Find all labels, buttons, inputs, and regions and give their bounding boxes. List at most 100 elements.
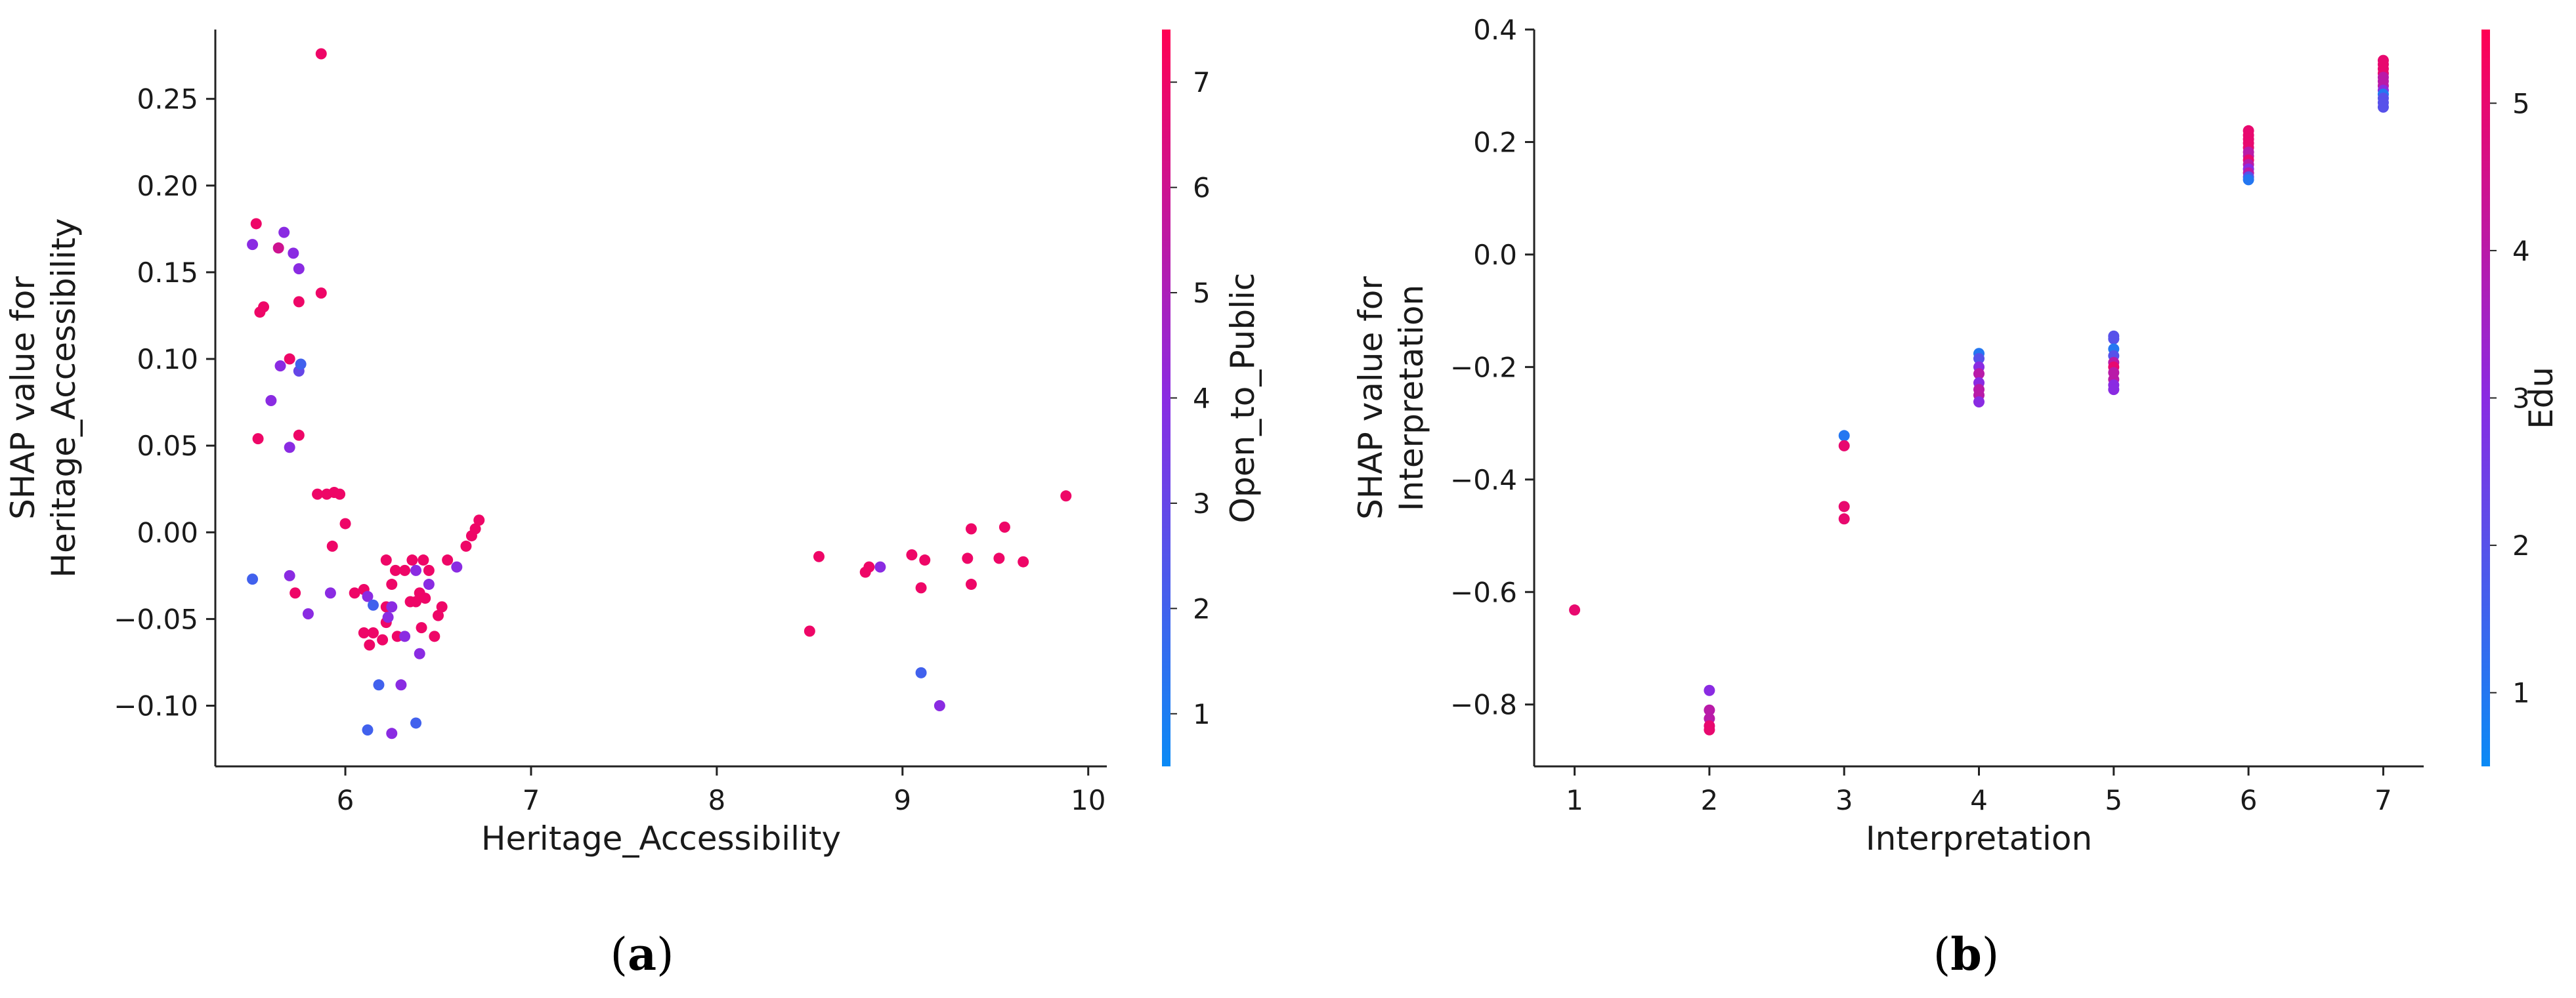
y-axis-title-line: Heritage_Accessibility [45,218,83,577]
data-point [247,573,259,585]
data-point [436,601,448,613]
x-tick-label: 7 [523,784,540,816]
data-point [295,358,307,370]
data-point [433,610,444,621]
data-point [284,570,295,581]
data-point [1973,368,1985,380]
data-point [934,700,945,712]
data-point [284,442,295,453]
x-tick-label: 9 [893,784,911,816]
data-point [1973,396,1985,408]
data-point [293,296,305,308]
panel-label-close: ) [656,929,674,981]
data-point [278,226,290,238]
data-point [1060,490,1072,502]
data-point [406,554,418,566]
x-tick-label: 6 [337,784,354,816]
y-tick-label: 0.0 [1473,239,1517,271]
data-point [367,599,379,611]
data-point [377,634,389,646]
data-point [469,523,481,535]
data-point [362,724,374,736]
colorbar [2481,30,2490,766]
data-point [813,551,825,562]
y-tick-label: 0.15 [137,257,198,289]
data-point [312,488,324,500]
data-point [874,561,886,573]
y-tick-label: 0.10 [137,343,198,375]
data-point [247,239,259,251]
colorbar-title: Edu [2522,367,2560,429]
data-point [423,564,435,576]
x-tick-label: 2 [1701,784,1719,816]
x-tick-label: 6 [2240,784,2258,816]
y-axis-title-line: SHAP value for [4,276,42,520]
y-tick-label: 0.2 [1473,126,1517,158]
panel-label: (b) [1933,928,2000,981]
data-point [965,579,977,591]
x-tick-label: 10 [1071,784,1106,816]
data-point [919,554,931,566]
colorbar-tick-label: 6 [1193,172,1211,204]
data-point [965,523,977,535]
colorbar-tick-label: 2 [2512,530,2530,562]
colorbar-tick-label: 7 [1193,66,1211,98]
x-tick-label: 4 [1970,784,1988,816]
colorbar-tick-label: 5 [2512,87,2530,119]
panel-label-open: ( [610,929,628,981]
y-tick-label: 0.05 [137,430,198,462]
y-tick-label: −0.10 [114,690,198,722]
x-tick-label: 1 [1566,784,1583,816]
y-tick-label: −0.2 [1450,351,1517,383]
data-point [2108,384,2120,396]
data-point [423,579,435,591]
data-point [1704,704,1715,716]
data-point [258,301,270,313]
data-point [863,561,875,573]
data-point [410,717,422,729]
data-point [250,218,262,230]
colorbar-tick-label: 3 [2512,383,2530,415]
y-axis-title-line: SHAP value for [1352,276,1390,520]
data-point [418,554,429,566]
data-point [410,564,422,576]
data-point [410,596,422,608]
data-point [429,631,440,642]
data-point [399,564,411,576]
panel-label-letter: a [628,928,656,981]
data-point [290,587,301,599]
data-point [395,679,407,691]
data-point [2108,333,2120,344]
data-point [2243,174,2254,186]
panel-label-close: ) [1982,929,2000,981]
data-point [1569,604,1581,616]
data-point [906,549,918,561]
data-point [349,587,360,599]
data-point [962,552,974,564]
y-axis-title: SHAP value forHeritage_Accessibility [4,218,83,577]
data-point [416,622,427,634]
data-point [473,514,485,526]
data-point [373,679,385,691]
data-point [419,593,431,604]
data-point [915,582,927,594]
data-point [367,627,379,639]
colorbar-tick-label: 4 [1193,383,1211,415]
y-axis-title: SHAP value forInterpretation [1352,276,1430,520]
data-point [386,601,398,613]
colorbar-tick-label: 1 [2512,677,2530,709]
data-point [2377,101,2389,113]
y-tick-label: 0.25 [137,83,198,115]
colorbar-title: Open_to_Public [1224,273,1262,524]
data-point [1838,440,1850,451]
y-tick-label: 0.4 [1473,14,1517,46]
panel-label-open: ( [1933,929,1951,981]
data-point [302,608,314,619]
data-point [399,631,411,642]
colorbar [1162,30,1170,766]
data-point [804,625,815,637]
data-point [315,48,327,60]
data-point [326,540,338,552]
data-point [339,518,351,530]
